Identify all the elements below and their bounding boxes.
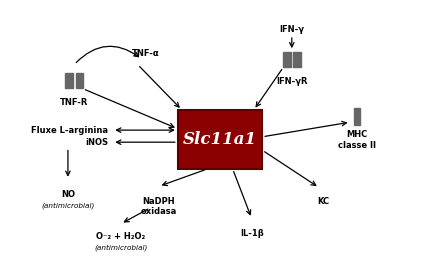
Text: TNF-R: TNF-R [60, 98, 88, 107]
Text: TNF-α: TNF-α [132, 49, 160, 58]
Text: Fluxe L-arginina: Fluxe L-arginina [31, 126, 108, 135]
Text: (antimicrobial): (antimicrobial) [41, 203, 95, 209]
Text: IL-1β: IL-1β [240, 229, 264, 238]
Bar [76, 73, 83, 88]
Bar [283, 52, 290, 66]
Text: NaDPH
oxidasa: NaDPH oxidasa [141, 197, 177, 217]
Text: iNOS: iNOS [85, 138, 108, 147]
Text: O⁻₂ + H₂O₂: O⁻₂ + H₂O₂ [96, 232, 145, 241]
Text: MHC
classe II: MHC classe II [338, 130, 376, 150]
Bar [354, 108, 360, 126]
Bar [293, 52, 301, 66]
Text: KC: KC [317, 197, 330, 206]
Text: (antimicrobial): (antimicrobial) [94, 245, 147, 251]
Text: Slc11a1: Slc11a1 [183, 131, 257, 148]
Text: NO: NO [61, 190, 75, 199]
Text: IFN-γR: IFN-γR [276, 76, 308, 86]
Bar [178, 110, 262, 169]
Text: IFN-γ: IFN-γ [279, 25, 304, 34]
Bar [66, 73, 73, 88]
